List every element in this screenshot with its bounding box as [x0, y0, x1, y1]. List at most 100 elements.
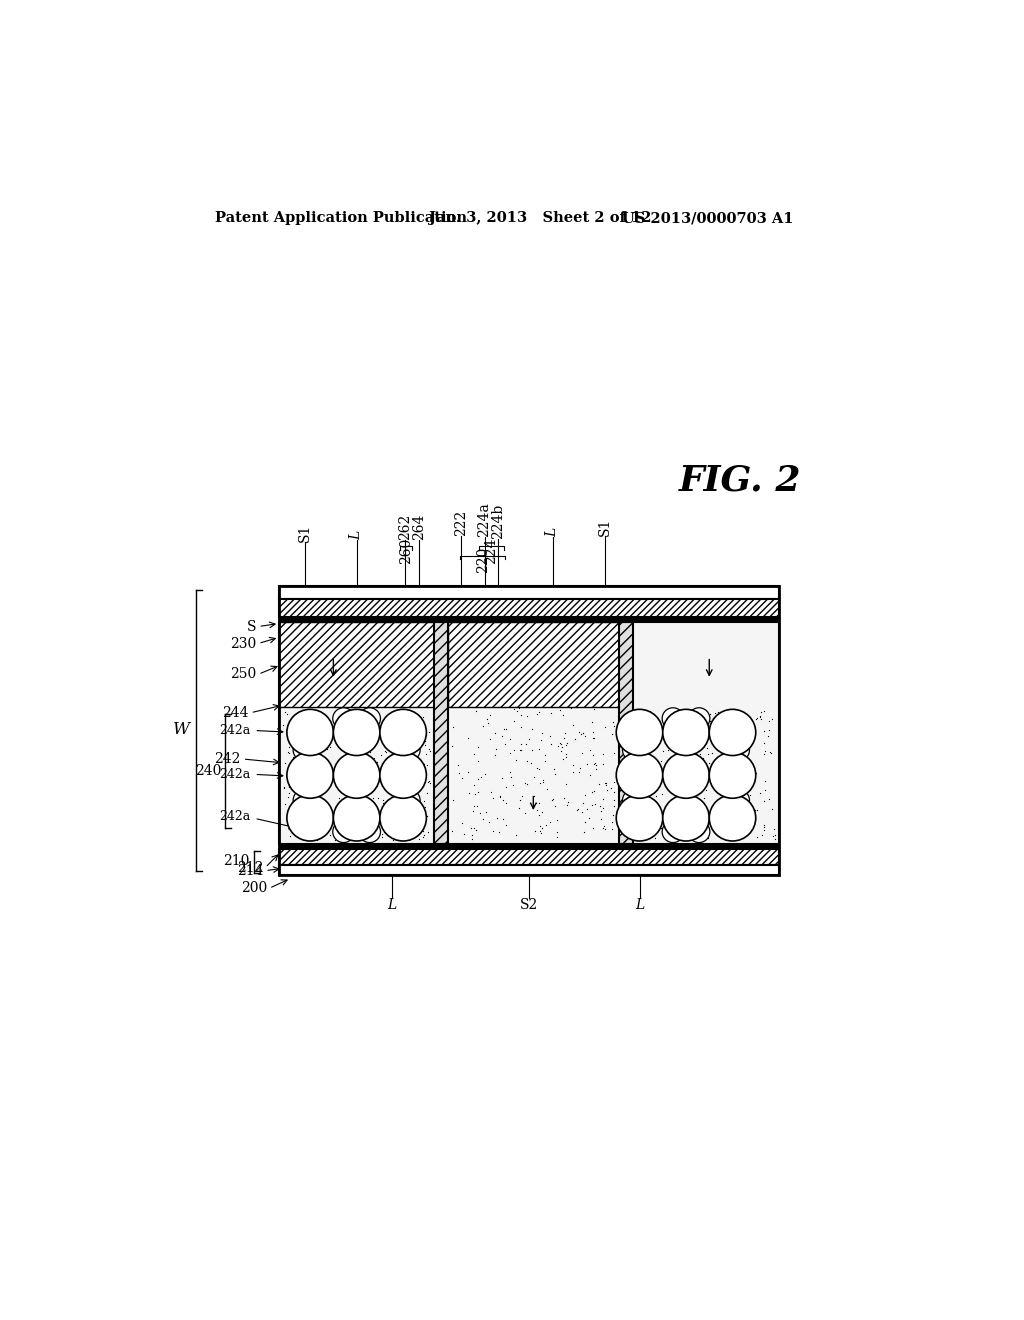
Point — [336, 705, 352, 726]
Point — [369, 775, 385, 796]
Point — [735, 743, 752, 764]
Point — [523, 719, 540, 741]
Point — [282, 825, 298, 846]
Point — [506, 710, 522, 731]
Point — [399, 809, 416, 830]
Point — [485, 653, 502, 675]
Point — [318, 796, 335, 817]
Point — [764, 825, 780, 846]
Point — [701, 704, 718, 725]
Point — [476, 643, 493, 664]
Circle shape — [733, 764, 756, 785]
Point — [395, 793, 412, 814]
Point — [723, 784, 739, 805]
Point — [360, 729, 377, 750]
Point — [464, 828, 480, 849]
Point — [328, 808, 344, 829]
Point — [700, 743, 717, 764]
Point — [767, 824, 783, 845]
Point — [486, 673, 503, 694]
Point — [477, 647, 494, 668]
Point — [701, 704, 718, 725]
Point — [352, 705, 369, 726]
Text: S1: S1 — [598, 517, 611, 536]
Bar — [434, 622, 449, 843]
Point — [553, 741, 569, 762]
Point — [501, 669, 517, 690]
Point — [396, 751, 413, 772]
Point — [488, 671, 505, 692]
Point — [647, 828, 664, 849]
Point — [415, 774, 431, 795]
Point — [343, 755, 359, 776]
Point — [717, 799, 733, 820]
Point — [336, 747, 352, 768]
Point — [519, 671, 536, 692]
Point — [513, 705, 529, 726]
Point — [311, 808, 328, 829]
Bar — [280, 622, 779, 843]
Point — [689, 791, 706, 812]
Point — [324, 719, 340, 741]
Bar — [280, 622, 779, 843]
Circle shape — [382, 809, 403, 832]
Point — [571, 758, 588, 779]
Point — [756, 816, 772, 837]
Text: 242a: 242a — [219, 768, 251, 781]
Point — [354, 711, 371, 733]
Point — [380, 726, 396, 747]
Point — [723, 708, 739, 729]
Text: US 2013/0000703 A1: US 2013/0000703 A1 — [623, 211, 794, 226]
Point — [454, 622, 470, 643]
Point — [393, 729, 410, 750]
Point — [545, 788, 561, 809]
Point — [548, 632, 564, 653]
Point — [604, 804, 621, 825]
Point — [523, 620, 540, 642]
Point — [309, 804, 326, 825]
Point — [334, 725, 350, 746]
Point — [543, 702, 559, 723]
Point — [595, 797, 611, 818]
Point — [281, 742, 297, 763]
Point — [291, 771, 307, 792]
Point — [587, 793, 603, 814]
Point — [562, 664, 579, 685]
Point — [443, 689, 460, 710]
Point — [384, 742, 400, 763]
Point — [385, 737, 401, 758]
Point — [374, 826, 390, 847]
Circle shape — [616, 795, 663, 841]
Point — [318, 721, 335, 742]
Point — [517, 803, 534, 824]
Point — [558, 795, 574, 816]
Point — [749, 826, 765, 847]
Point — [530, 804, 547, 825]
Point — [574, 742, 591, 763]
Point — [531, 816, 548, 837]
Point — [283, 812, 299, 833]
Point — [764, 799, 780, 820]
Point — [421, 722, 437, 743]
Point — [355, 785, 372, 807]
Circle shape — [728, 789, 750, 812]
Point — [280, 742, 296, 763]
Point — [378, 747, 394, 768]
Point — [416, 825, 432, 846]
Point — [488, 639, 505, 660]
Circle shape — [287, 709, 334, 755]
Point — [358, 800, 375, 821]
Point — [703, 742, 720, 763]
Point — [694, 768, 711, 789]
Point — [532, 730, 549, 751]
Point — [276, 702, 293, 723]
Point — [513, 739, 529, 760]
Point — [486, 744, 503, 766]
Point — [571, 762, 588, 783]
Text: 212: 212 — [238, 861, 263, 875]
Point — [383, 733, 399, 754]
Point — [604, 723, 621, 744]
Bar — [280, 616, 779, 622]
Point — [565, 648, 582, 669]
Point — [558, 747, 574, 768]
